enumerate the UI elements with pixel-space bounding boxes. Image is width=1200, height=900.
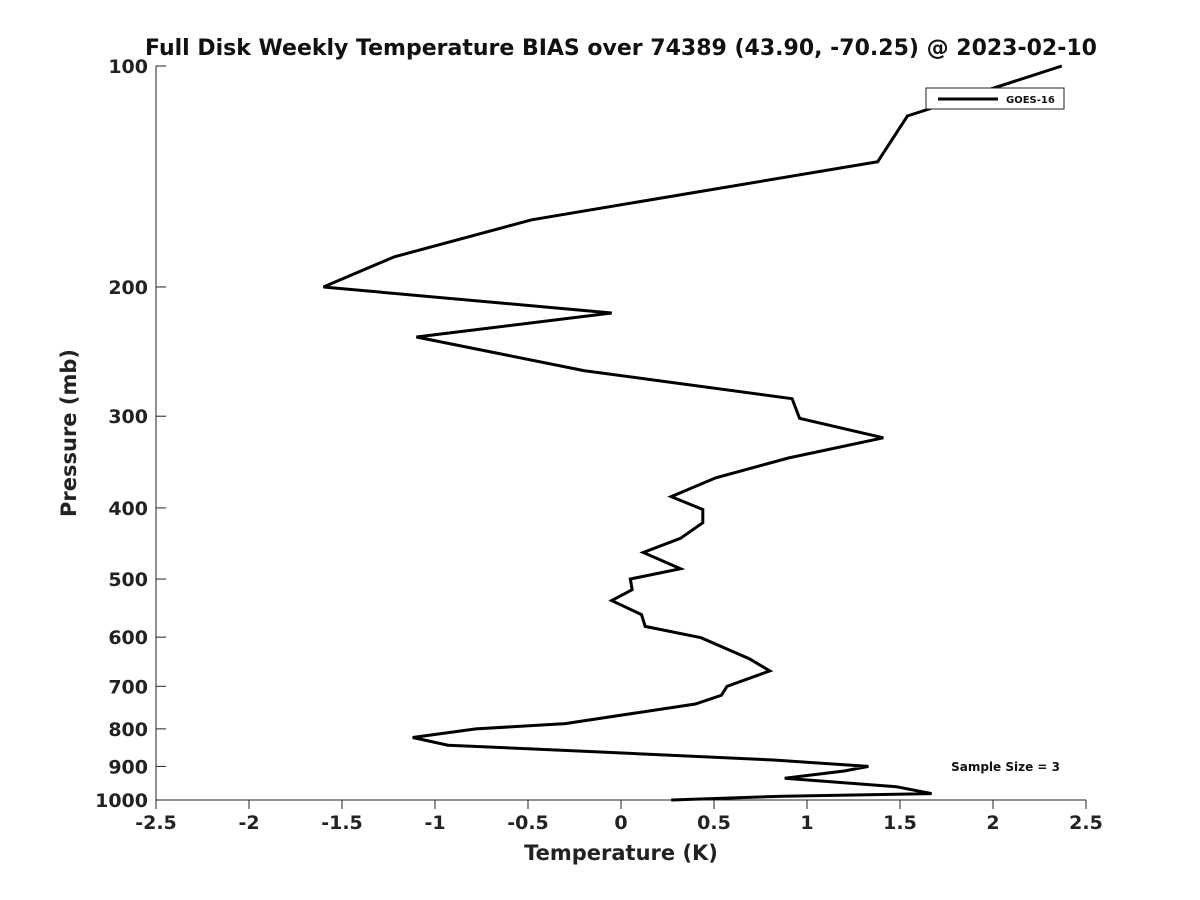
- y-axis-label: Pressure (mb): [57, 349, 81, 517]
- y-tick-label: 700: [108, 676, 148, 698]
- x-tick-label: -2.5: [135, 812, 177, 834]
- x-tick-label: -0.5: [507, 812, 549, 834]
- x-tick-label: 0.5: [697, 812, 731, 834]
- y-tick-label: 1000: [95, 790, 148, 812]
- chart-title: Full Disk Weekly Temperature BIAS over 7…: [145, 36, 1097, 61]
- x-tick-label: -2: [238, 812, 259, 834]
- x-tick-label: 2.5: [1069, 812, 1103, 834]
- x-axis: -2.5 -2 -1.5 -1 -0.5 0 0.5 1 1.5 2 2.5: [135, 800, 1103, 834]
- plot-area: [155, 66, 1086, 801]
- x-tick-label: -1: [424, 812, 445, 834]
- y-tick-label: 400: [108, 498, 148, 520]
- y-tick-label: 500: [108, 569, 148, 591]
- y-tick-label: 300: [108, 406, 148, 428]
- y-axis: 100 200 300 400 500 600 700 800 900 1000: [95, 56, 166, 812]
- y-tick-label: 200: [108, 277, 148, 299]
- y-tick-label: 100: [108, 56, 148, 78]
- y-tick-label: 800: [108, 719, 148, 741]
- x-tick-label: 2: [986, 812, 999, 834]
- series-line-goes-16: [322, 64, 1063, 802]
- x-tick-label: 1.5: [883, 812, 917, 834]
- legend: GOES-16: [925, 87, 1065, 110]
- sample-size-annotation: Sample Size = 3: [951, 760, 1060, 774]
- x-axis-label: Temperature (K): [524, 841, 718, 865]
- series-layer: [322, 64, 1063, 802]
- y-tick-label: 900: [108, 756, 148, 778]
- y-tick-label: 600: [108, 627, 148, 649]
- legend-label: GOES-16: [1006, 95, 1055, 106]
- x-tick-label: -1.5: [321, 812, 363, 834]
- x-tick-label: 1: [800, 812, 813, 834]
- x-tick-label: 0: [614, 812, 627, 834]
